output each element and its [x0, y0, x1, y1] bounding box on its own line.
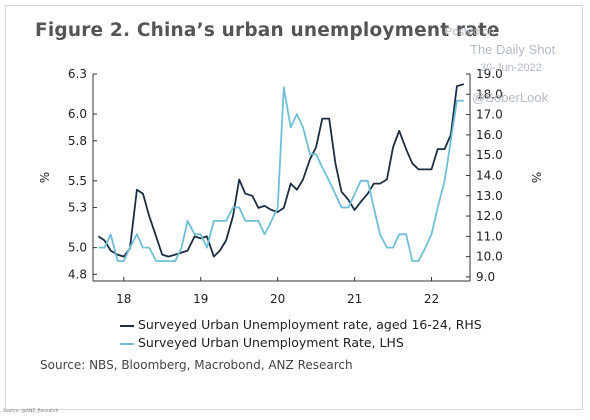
legend-entry-youth: Surveyed Urban Unemployment rate, aged 1… — [120, 317, 482, 332]
series-line-overall — [98, 86, 464, 262]
left-tick-label: 6.0 — [68, 107, 87, 121]
right-tick-label: 13.0 — [476, 189, 503, 203]
legend-label-youth: Surveyed Urban Unemployment rate, aged 1… — [138, 317, 482, 332]
right-tick-label: 18.0 — [476, 87, 503, 101]
watermark-publisher: The Daily Shot — [470, 42, 556, 57]
watermark-posted-on: Posted on — [445, 26, 495, 38]
axes: 6.3 6.0 5.8 5.5 5.3 5.0 4.8 19.0 18.0 17.0 16.0 15.… — [38, 67, 543, 306]
legend-swatch-overall — [120, 342, 134, 345]
legend-swatch-youth — [120, 324, 134, 327]
left-tick-label: 6.3 — [68, 67, 87, 81]
watermark-handle: @SoberLook — [472, 90, 549, 105]
x-tick-label: 19 — [193, 292, 208, 306]
x-tick-label: 22 — [424, 292, 439, 306]
right-tick-label: 10.0 — [476, 250, 503, 264]
left-tick-label: 5.8 — [68, 134, 87, 148]
chart-title: Figure 2. China’s urban unemployment rat… — [35, 20, 500, 41]
left-axis-label: % — [38, 172, 52, 183]
right-tick-label: 9.0 — [476, 270, 495, 284]
source-small-note: Source: @ANZ_Research — [3, 409, 59, 414]
left-tick-label: 5.0 — [68, 241, 87, 255]
left-tick-label: 5.5 — [68, 174, 87, 188]
right-tick-label: 14.0 — [476, 168, 503, 182]
figure-frame — [5, 5, 583, 410]
right-axis-label: % — [529, 172, 543, 183]
left-tick-label: 4.8 — [68, 267, 87, 281]
right-tick-label: 15.0 — [476, 148, 503, 162]
x-tick-label: 21 — [347, 292, 362, 306]
left-tick-label: 5.3 — [68, 201, 87, 215]
series-line-youth — [97, 83, 465, 258]
x-tick-label: 20 — [270, 292, 285, 306]
right-tick-label: 17.0 — [476, 108, 503, 122]
legend-entry-overall: Surveyed Urban Unemployment Rate, LHS — [120, 335, 404, 350]
right-tick-label: 16.0 — [476, 128, 503, 142]
right-tick-label: 12.0 — [476, 209, 503, 223]
legend-label-overall: Surveyed Urban Unemployment Rate, LHS — [138, 335, 404, 350]
series-lines — [97, 83, 465, 262]
right-tick-label: 11.0 — [476, 229, 503, 243]
right-tick-label: 19.0 — [476, 67, 503, 81]
x-tick-label: 18 — [116, 292, 131, 306]
watermark-date: 30-Jun-2022 — [480, 62, 542, 74]
source-note: Source: NBS, Bloomberg, Macrobond, ANZ R… — [40, 358, 353, 372]
